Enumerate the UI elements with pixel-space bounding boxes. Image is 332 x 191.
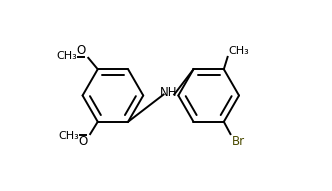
Text: O: O (77, 44, 86, 57)
Text: CH₃: CH₃ (57, 51, 77, 61)
Text: Br: Br (231, 135, 245, 148)
Text: CH₃: CH₃ (58, 131, 79, 141)
Text: O: O (79, 135, 88, 148)
Text: NH: NH (160, 86, 178, 99)
Text: CH₃: CH₃ (228, 46, 249, 56)
